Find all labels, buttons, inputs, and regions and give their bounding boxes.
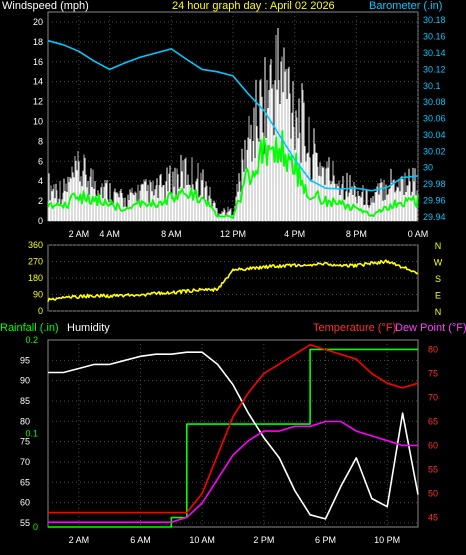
temp-plot-frame <box>47 339 419 528</box>
wind-x-tick: 2 AM <box>69 229 90 239</box>
temp-x-tick: 6 AM <box>130 535 151 545</box>
wind-x-tick: 8 PM <box>346 229 367 239</box>
humidity-y-tick: 75 <box>20 437 30 447</box>
temperature-y-tick: 80 <box>428 345 438 355</box>
barometer-y-tick: 30 <box>423 163 433 173</box>
barometer-y-tick: 30.12 <box>423 64 446 74</box>
direction-y-tick: 360 <box>28 240 43 250</box>
temp-x-tick: 10 AM <box>189 535 215 545</box>
direction-y-tick: 90 <box>33 290 43 300</box>
rainfall-y-tick: 0 <box>33 522 38 532</box>
wind-x-tick: 0 AM <box>408 229 429 239</box>
temp-x-tick: 2 PM <box>253 535 274 545</box>
barometer-line <box>47 39 419 192</box>
temp-x-tick: 2 AM <box>69 535 90 545</box>
barometer-y-tick: 30.18 <box>423 15 446 25</box>
wind-y-tick: 4 <box>38 176 43 186</box>
dewpoint-title: Dew Point (°F) <box>395 322 466 334</box>
humidity-line <box>48 351 419 520</box>
wind-x-tick: 8 AM <box>161 229 182 239</box>
wind-average-line <box>47 129 419 220</box>
rainfall-title: Rainfall (.in) <box>0 322 59 334</box>
temperature-line <box>48 343 419 514</box>
windspeed-title: Windspeed (mph) <box>2 0 89 12</box>
temp-x-tick: 10 PM <box>374 535 400 545</box>
barometer-y-tick: 29.94 <box>423 212 446 222</box>
barometer-y-tick: 30.02 <box>423 146 446 156</box>
temp-x-tick: 6 PM <box>315 535 336 545</box>
humidity-y-tick: 70 <box>20 457 30 467</box>
wind-x-tick: 4 AM <box>99 229 120 239</box>
temperature-y-tick: 60 <box>428 440 438 450</box>
compass-label: N <box>435 241 442 251</box>
humidity-y-tick: 60 <box>20 498 30 508</box>
wind-y-tick: 0 <box>38 216 43 226</box>
wind-y-tick: 2 <box>38 196 43 206</box>
barometer-title: Barometer (.in) <box>369 0 443 12</box>
direction-y-tick: 0 <box>38 306 43 316</box>
direction-y-tick: 180 <box>28 273 43 283</box>
wind-y-tick: 18 <box>33 37 43 47</box>
temperature-y-tick: 70 <box>428 393 438 403</box>
graph-day-title: 24 hour graph day : April 02 2026 <box>172 0 335 12</box>
humidity-y-tick: 65 <box>20 477 30 487</box>
wind-y-tick: 20 <box>33 17 43 27</box>
wind-direction-line <box>47 259 419 302</box>
temperature-y-tick: 50 <box>428 488 438 498</box>
humidity-y-tick: 55 <box>20 518 30 528</box>
rainfall-y-tick: 0.1 <box>25 429 38 439</box>
wind-y-tick: 10 <box>33 116 43 126</box>
wind-y-tick: 8 <box>38 136 43 146</box>
temperature-y-tick: 55 <box>428 464 438 474</box>
humidity-title: Humidity <box>67 322 110 334</box>
compass-label: N <box>435 307 442 317</box>
wind-y-tick: 14 <box>33 77 43 87</box>
temperature-y-tick: 45 <box>428 512 438 522</box>
barometer-y-tick: 30.06 <box>423 114 446 124</box>
rainfall-y-tick: 0.2 <box>25 335 38 345</box>
humidity-y-tick: 95 <box>20 355 30 365</box>
rainfall-line <box>48 348 418 528</box>
barometer-y-tick: 29.98 <box>423 179 446 189</box>
humidity-y-tick: 80 <box>20 416 30 426</box>
barometer-y-tick: 30.16 <box>423 32 446 42</box>
dewpoint-line <box>48 420 418 524</box>
temperature-y-tick: 65 <box>428 417 438 427</box>
humidity-y-tick: 90 <box>20 376 30 386</box>
wind-x-tick: 12 PM <box>220 229 246 239</box>
compass-label: S <box>435 274 441 284</box>
wind-x-tick: 4 PM <box>284 229 305 239</box>
compass-label: W <box>434 258 443 268</box>
wind-y-tick: 6 <box>38 156 43 166</box>
barometer-y-tick: 30.14 <box>423 48 446 58</box>
temperature-title: Temperature (°F) <box>313 322 397 334</box>
barometer-y-tick: 29.96 <box>423 196 446 206</box>
direction-y-tick: 270 <box>28 257 43 267</box>
compass-label: E <box>435 291 441 301</box>
wind-y-tick: 12 <box>33 97 43 107</box>
barometer-y-tick: 30.1 <box>423 81 441 91</box>
temperature-y-tick: 75 <box>428 369 438 379</box>
wind-y-tick: 16 <box>33 57 43 67</box>
barometer-y-tick: 30.08 <box>423 97 446 107</box>
barometer-y-tick: 30.04 <box>423 130 446 140</box>
humidity-y-tick: 85 <box>20 396 30 406</box>
